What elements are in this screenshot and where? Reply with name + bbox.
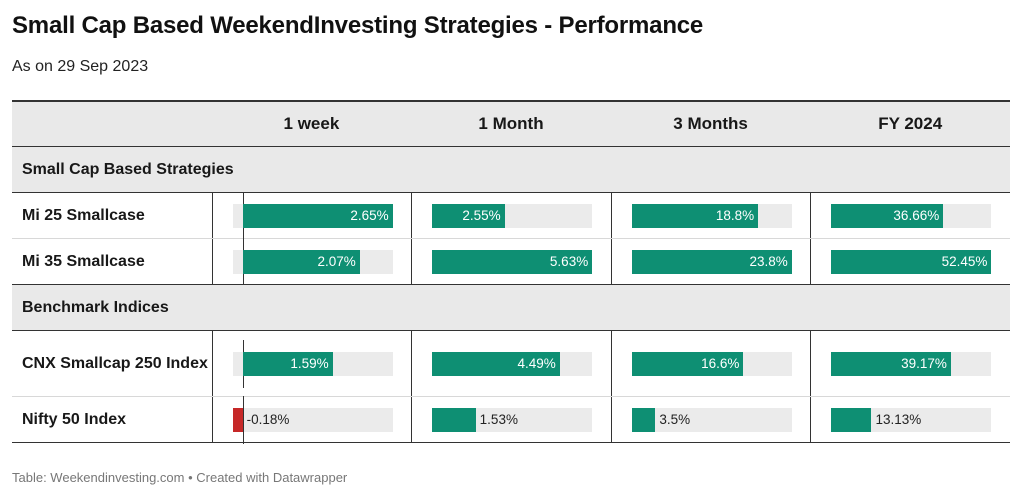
bar-cell-3-months: 3.5% <box>610 397 811 442</box>
bar-value-label: 23.8% <box>749 253 788 269</box>
bar-track: 3.5% <box>631 407 792 432</box>
bar-track: 13.13% <box>831 407 992 432</box>
bar-track: 39.17% <box>831 351 992 376</box>
bar-track: 2.65% <box>232 191 393 240</box>
bar-track: 23.8% <box>631 249 792 274</box>
bar-value-label: 16.6% <box>701 355 740 371</box>
group-label: Small Cap Based Strategies <box>22 160 234 178</box>
bar-mark <box>631 203 759 228</box>
page-subtitle: As on 29 Sep 2023 <box>12 58 149 75</box>
bar-mark <box>242 249 360 274</box>
bar-mark <box>432 351 560 376</box>
performance-table: 1 week 1 Month 3 Months FY 2024 Small Ca… <box>12 100 1010 444</box>
bar-cell-fy-2024: 52.45% <box>810 239 1010 284</box>
row-name: Nifty 50 Index <box>22 410 127 428</box>
bar-cell-1-week: 2.65% <box>211 191 412 240</box>
bar-cell-fy-2024: 36.66% <box>810 193 1010 238</box>
table-row[interactable]: Mi 25 Smallcase 2.65% 2.55% 18.8% 36.66% <box>12 191 1010 240</box>
bar-cell-1-week: -0.18% <box>211 395 412 444</box>
bar-value-label: 13.13% <box>875 411 922 427</box>
bar-track: 16.6% <box>631 351 792 376</box>
bar-cell-1-month: 5.63% <box>411 239 611 284</box>
bar-mark <box>432 407 476 432</box>
bar-track: 2.07% <box>232 237 393 286</box>
table-row[interactable]: CNX Smallcap 250 Index 1.59% 4.49% 16.6% 39.… <box>12 331 1010 397</box>
bar-mark <box>432 203 505 228</box>
bar-mark <box>232 407 243 432</box>
bar-mark <box>831 407 872 432</box>
bar-track: 36.66% <box>831 203 992 228</box>
bar-cell-3-months: 16.6% <box>610 331 811 396</box>
column-header-3-months[interactable]: 3 Months <box>673 114 748 133</box>
row-name: Mi 25 Smallcase <box>22 206 145 224</box>
bar-cell-1-week: 1.59% <box>211 331 412 396</box>
bar-value-label: 52.45% <box>941 253 988 269</box>
bar-track: 2.55% <box>432 203 593 228</box>
bar-mark <box>831 351 951 376</box>
bar-cell-3-months: 18.8% <box>610 193 811 238</box>
bar-track: 5.63% <box>432 249 593 274</box>
group-row-small-cap-based-strategies: Small Cap Based Strategies <box>12 147 1010 193</box>
bar-value-label: 2.07% <box>317 253 356 269</box>
bar-cell-fy-2024: 39.17% <box>810 331 1010 396</box>
table-row[interactable]: Nifty 50 Index -0.18% 1.53% 3.5% 13.13% <box>12 395 1010 444</box>
column-header-1-week[interactable]: 1 week <box>283 114 340 133</box>
bar-value-label: 2.65% <box>350 207 389 223</box>
bar-value-label: 36.66% <box>893 207 940 223</box>
bar-track: 4.49% <box>432 351 593 376</box>
bar-value-label: 4.49% <box>517 355 556 371</box>
table-header-row: 1 week 1 Month 3 Months FY 2024 <box>12 100 1010 147</box>
bar-cell-1-month: 4.49% <box>411 331 611 396</box>
bar-value-label: 39.17% <box>901 355 947 371</box>
group-row-benchmark-indices: Benchmark Indices <box>12 285 1010 331</box>
bar-value-label: 1.59% <box>290 355 329 371</box>
bar-mark <box>242 351 333 376</box>
bar-track: 1.59% <box>232 339 393 388</box>
bar-track: 1.53% <box>432 407 593 432</box>
bar-cell-3-months: 23.8% <box>610 239 811 284</box>
bar-mark <box>432 249 593 274</box>
table-row[interactable]: Mi 35 Smallcase 2.07% 5.63% 23.8% 52.45% <box>12 237 1010 286</box>
bar-mark <box>831 203 944 228</box>
row-name: CNX Smallcap 250 Index <box>22 354 208 372</box>
table-source-footer: Table: Weekendinvesting.com • Created wi… <box>12 470 348 485</box>
bar-cell-1-week: 2.07% <box>211 237 412 286</box>
bar-value-label: 18.8% <box>715 207 755 223</box>
bar-cell-1-month: 2.55% <box>411 193 611 238</box>
bar-mark <box>831 249 992 274</box>
table-body: Small Cap Based Strategies Mi 25 Smallcas… <box>12 147 1010 444</box>
bar-cell-fy-2024: 13.13% <box>810 397 1010 442</box>
group-label: Benchmark Indices <box>22 298 169 316</box>
bar-track: -0.18% <box>232 395 393 444</box>
bar-value-label: -0.18% <box>246 411 290 427</box>
bar-mark <box>242 203 393 228</box>
column-header-1-month[interactable]: 1 Month <box>478 114 544 133</box>
row-name: Mi 35 Smallcase <box>22 252 145 270</box>
bar-track: 52.45% <box>831 249 992 274</box>
zero-baseline <box>242 395 244 444</box>
bar-cell-1-month: 1.53% <box>411 397 611 442</box>
bar-value-label: 5.63% <box>549 253 589 269</box>
page-title: Small Cap Based WeekendInvesting Strateg… <box>12 12 704 39</box>
bar-value-label: 1.53% <box>479 411 518 427</box>
bar-track: 18.8% <box>631 203 792 228</box>
bar-mark <box>631 249 792 274</box>
column-header-fy-2024[interactable]: FY 2024 <box>878 114 943 133</box>
bar-mark <box>631 351 744 376</box>
bar-value-label: 2.55% <box>462 207 501 223</box>
bar-mark <box>631 407 656 432</box>
bar-value-label: 3.5% <box>659 411 691 427</box>
